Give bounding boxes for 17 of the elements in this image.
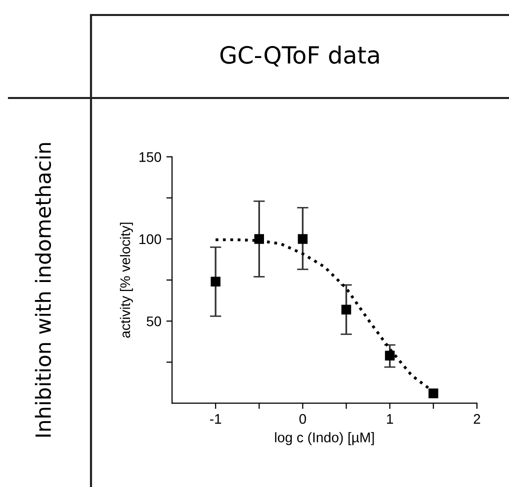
point [210, 276, 220, 287]
point [341, 304, 352, 314]
y-tick-label: 50 [146, 316, 162, 326]
x-tick-label: -1 [210, 414, 222, 424]
x-tick-label: 0 [299, 414, 306, 424]
y-tick-label: 100 [140, 234, 162, 244]
y-axis-title: activity [% velocity] [120, 222, 133, 338]
text: Inhibition with indomethacin [34, 143, 52, 437]
x-tick-label: 1 [387, 414, 394, 424]
point [384, 350, 395, 360]
chart-title: GC-QToF data [220, 46, 379, 67]
point [254, 234, 264, 244]
point [298, 234, 308, 244]
y-tick-label: 150 [140, 152, 162, 162]
x-axis-title: log c (Indo) [µM] [275, 432, 374, 446]
x-tick-label: 2 [474, 414, 480, 424]
point [428, 388, 438, 398]
